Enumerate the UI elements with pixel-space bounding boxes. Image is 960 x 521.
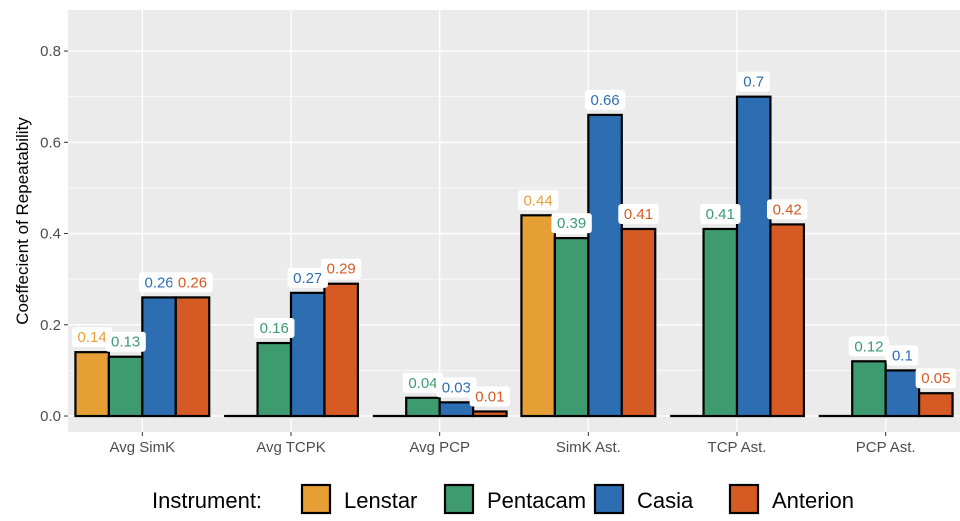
data-label: 0.13	[111, 334, 140, 351]
legend: Instrument: Lenstar Pentacam Casia Anterion	[152, 483, 854, 515]
data-label: 0.29	[327, 261, 356, 278]
bar-anterion	[174, 296, 211, 418]
data-label: 0.27	[293, 270, 322, 287]
data-label-background	[584, 89, 626, 110]
y-tick-label: 0.4	[40, 226, 61, 243]
bar-pentacam	[405, 396, 441, 418]
data-label: 0.1	[892, 347, 913, 364]
data-label-background	[517, 190, 559, 211]
y-tick-label: 0.8	[40, 43, 61, 60]
bar-anterion	[620, 227, 657, 418]
data-label-background	[71, 327, 113, 348]
bar-casia	[141, 296, 177, 418]
legend-key-casia	[593, 483, 625, 515]
data-label: 0.03	[442, 379, 471, 396]
data-label-background	[886, 345, 919, 366]
data-label-background	[766, 199, 808, 220]
data-label-background	[915, 368, 957, 389]
data-label: 0.12	[854, 338, 883, 355]
y-tick-label: 0.6	[40, 134, 61, 151]
data-label-background	[469, 386, 511, 407]
data-label: 0.44	[524, 192, 553, 209]
bar-pentacam	[107, 355, 144, 418]
bar-anterion	[472, 410, 508, 418]
x-tick-label: TCP Ast.	[708, 439, 767, 456]
data-label: 0.04	[408, 375, 437, 392]
bars	[74, 95, 954, 418]
data-label: 0.16	[260, 320, 289, 337]
data-label-background	[287, 267, 328, 288]
y-axis: 0.0 0.2 0.4 0.6 0.8	[40, 43, 68, 425]
data-label-background	[700, 203, 741, 224]
bar-lenstar	[74, 351, 110, 418]
data-label-background	[172, 272, 213, 293]
bar-pentacam	[702, 227, 739, 418]
bar-anterion	[323, 282, 360, 418]
bar-casia	[289, 291, 326, 418]
x-tick-label: Avg SimK	[110, 439, 176, 456]
plot-panel	[68, 10, 960, 432]
data-label: 0.41	[706, 206, 735, 223]
data-label: 0.66	[590, 92, 619, 109]
data-label: 0.14	[78, 329, 107, 346]
bar-anterion	[918, 392, 954, 418]
bar-lenstar	[520, 214, 556, 418]
y-tick-label: 0.2	[40, 317, 61, 334]
legend-label-anterion: Anterion	[772, 488, 854, 513]
y-tick-label: 0.0	[40, 408, 61, 425]
data-label: 0.41	[624, 206, 653, 223]
bar-pentacam	[553, 237, 590, 418]
legend-label-pentacam: Pentacam	[487, 488, 586, 513]
data-label-background	[138, 272, 180, 293]
legend-label-lenstar: Lenstar	[344, 488, 417, 513]
data-label-background	[436, 377, 477, 398]
x-tick-label: Avg TCPK	[256, 439, 325, 456]
legend-key-lenstar	[300, 483, 332, 515]
x-tick-label: Avg PCP	[409, 439, 470, 456]
data-label-background	[402, 372, 444, 393]
data-label-background	[737, 71, 770, 92]
bar-casia	[735, 95, 772, 418]
legend-key-pentacam	[443, 483, 475, 515]
data-label-background	[551, 213, 592, 234]
data-label-background	[320, 258, 362, 279]
data-label: 0.42	[773, 201, 802, 218]
data-label: 0.05	[921, 370, 950, 387]
bar-anterion	[769, 223, 806, 418]
data-label: 0.01	[475, 388, 504, 405]
legend-key-anterion	[728, 483, 760, 515]
y-axis-title: Coeffecient of Repeatability	[13, 117, 32, 325]
data-label: 0.26	[144, 274, 173, 291]
data-label: 0.26	[178, 274, 207, 291]
data-label: 0.39	[557, 215, 586, 232]
data-label-background	[848, 336, 890, 357]
bar-pentacam	[851, 360, 887, 418]
x-tick-label: SimK Ast.	[556, 439, 621, 456]
legend-label-casia: Casia	[637, 488, 694, 513]
legend-title: Instrument:	[152, 488, 262, 513]
bar-casia	[884, 369, 921, 418]
bar-casia	[438, 401, 475, 418]
bar-casia	[587, 113, 623, 418]
data-label-background	[105, 331, 146, 352]
data-label-background	[254, 318, 295, 339]
data-labels: 0.14 0.44 0.13 0.16 0.04 0.39 0.41 0.12 0.26 0.27…	[71, 71, 957, 407]
x-tick-label: PCP Ast.	[856, 439, 916, 456]
data-label-background	[618, 203, 659, 224]
data-label: 0.7	[743, 74, 764, 91]
x-axis: Avg SimK Avg TCPK Avg PCP SimK Ast. TCP Ast.…	[110, 432, 916, 456]
bar-pentacam	[256, 341, 293, 418]
